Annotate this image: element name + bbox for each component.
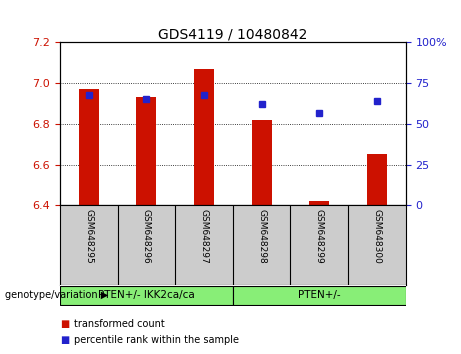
Text: genotype/variation ▶: genotype/variation ▶ — [5, 290, 108, 300]
Text: PTEN+/- IKK2ca/ca: PTEN+/- IKK2ca/ca — [98, 290, 195, 300]
Text: ■: ■ — [60, 319, 69, 329]
Text: GSM648296: GSM648296 — [142, 209, 151, 264]
Bar — [136, 97, 156, 205]
Title: GDS4119 / 10480842: GDS4119 / 10480842 — [158, 27, 307, 41]
Text: GSM648298: GSM648298 — [257, 209, 266, 264]
Bar — [252, 120, 272, 205]
Bar — [367, 154, 387, 205]
Text: transformed count: transformed count — [74, 319, 165, 329]
Text: percentile rank within the sample: percentile rank within the sample — [74, 335, 239, 345]
Text: GSM648300: GSM648300 — [372, 209, 381, 264]
Bar — [79, 89, 99, 205]
Bar — [233, 286, 406, 305]
Text: ■: ■ — [60, 335, 69, 345]
Text: PTEN+/-: PTEN+/- — [298, 290, 341, 300]
Bar — [194, 69, 214, 205]
Text: GSM648297: GSM648297 — [200, 209, 208, 264]
Text: GSM648295: GSM648295 — [84, 209, 93, 264]
Text: GSM648299: GSM648299 — [315, 209, 324, 264]
Bar — [309, 201, 329, 205]
Bar — [60, 286, 233, 305]
